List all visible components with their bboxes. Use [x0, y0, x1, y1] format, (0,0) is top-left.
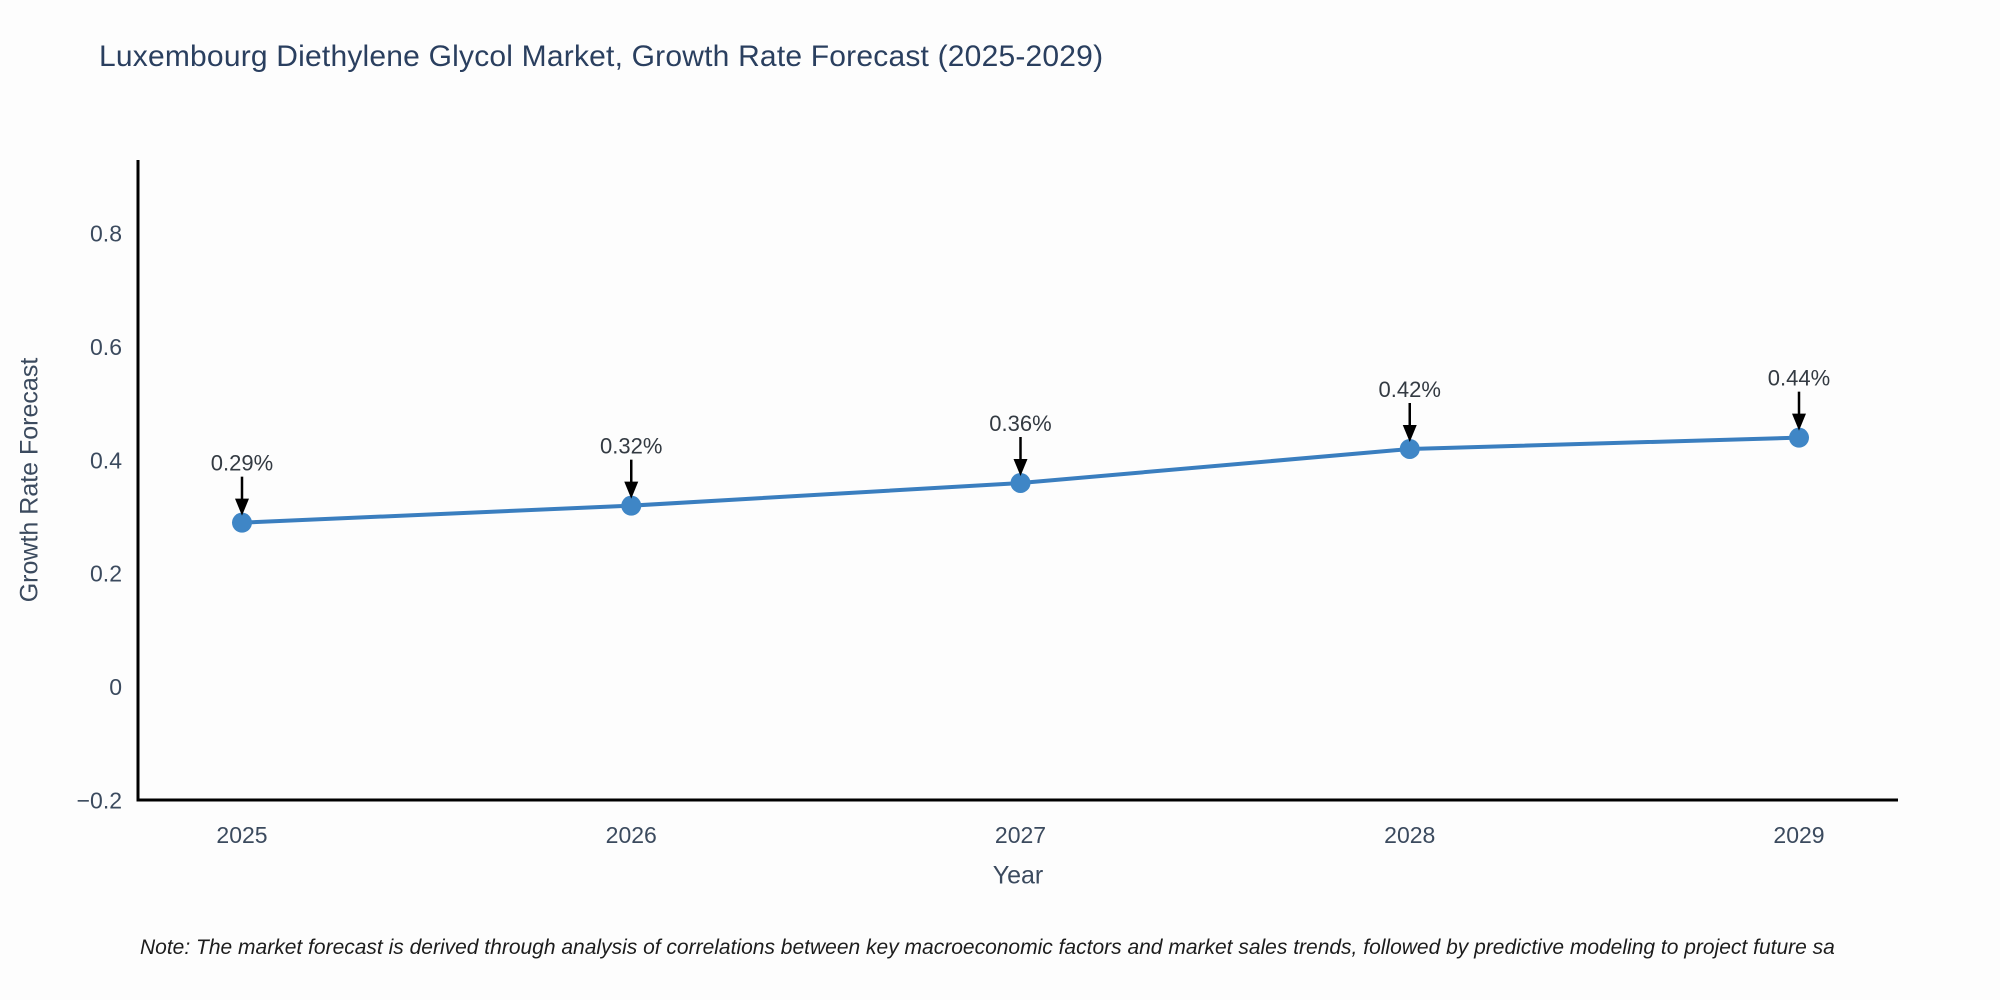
- y-tick-label: 0.6: [90, 334, 122, 360]
- data-point-marker: [1010, 472, 1031, 493]
- data-point-marker: [621, 495, 642, 516]
- x-tick-label: 2025: [216, 822, 267, 848]
- y-tick-label: 0.8: [90, 221, 122, 247]
- y-tick-label: −0.2: [77, 787, 122, 813]
- data-point-marker: [1789, 427, 1809, 448]
- y-tick-label: 0.4: [90, 447, 122, 473]
- annotation-label: 0.29%: [211, 451, 273, 476]
- annotation-arrowhead: [235, 498, 249, 516]
- x-tick-label: 2029: [1773, 822, 1824, 848]
- y-tick-label: 0: [109, 674, 122, 700]
- annotation-label: 0.32%: [600, 434, 662, 459]
- data-point-marker: [1399, 438, 1420, 459]
- x-tick-label: 2028: [1384, 822, 1435, 848]
- chart-title: Luxembourg Diethylene Glycol Market, Gro…: [99, 40, 1104, 73]
- y-axis-title: Growth Rate Forecast: [15, 357, 44, 603]
- annotation-arrowhead: [624, 481, 639, 499]
- annotation-arrowhead: [1402, 424, 1417, 442]
- annotation-label: 0.42%: [1379, 377, 1441, 402]
- data-point-marker: [232, 512, 252, 533]
- y-tick-label: 0.2: [90, 561, 122, 587]
- annotation-arrowhead: [1792, 413, 1806, 431]
- x-tick-label: 2027: [995, 822, 1046, 848]
- footnote: Note: The market forecast is derived thr…: [140, 936, 1835, 959]
- x-tick-label: 2026: [606, 822, 657, 848]
- annotation-label: 0.44%: [1768, 366, 1830, 391]
- annotation-arrowhead: [1013, 458, 1028, 476]
- x-axis-title: Year: [992, 861, 1044, 890]
- annotation-label: 0.36%: [989, 411, 1051, 436]
